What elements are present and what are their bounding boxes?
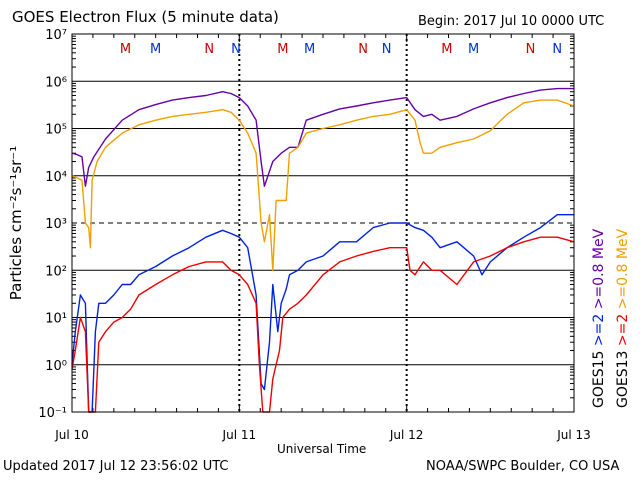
legend-text: >=0.8 MeV: [591, 228, 607, 313]
marker-n: N: [204, 42, 214, 57]
series-line-3: [71, 213, 574, 413]
y-tick-label: 10¹: [45, 312, 67, 327]
legend-goes13: GOES13 >=2 >=0.8 MeV: [615, 228, 631, 408]
y-tick-label: 10⁴: [45, 170, 67, 185]
marker-m: M: [441, 42, 452, 57]
marker-m: M: [120, 42, 131, 57]
marker-m: M: [304, 42, 315, 57]
legend-goes15: GOES15 >=2 >=0.8 MeV: [591, 228, 607, 408]
x-tick-label: Jul 13: [556, 428, 591, 442]
x-tick-label: Jul 11: [222, 428, 257, 442]
plot-frame: [71, 33, 575, 413]
legend-text: GOES15: [591, 351, 607, 408]
legend-text: >=0.8 MeV: [615, 228, 631, 313]
x-tick-label: Jul 10: [54, 428, 89, 442]
updated-timestamp: Updated 2017 Jul 12 23:56:02 UTC: [3, 459, 229, 474]
series-line-2: [71, 99, 575, 271]
credit-label: NOAA/SWPC Boulder, CO USA: [426, 459, 620, 474]
legend-text: >=2: [591, 314, 607, 351]
legend-text: >=2: [615, 314, 631, 351]
marker-n: N: [552, 42, 562, 57]
legend-text: GOES13: [615, 351, 631, 408]
y-tick-label: 10⁵: [45, 123, 67, 138]
marker-n: N: [526, 42, 536, 57]
y-tick-label: 10⁻¹: [38, 406, 67, 421]
marker-n: N: [358, 42, 368, 57]
y-tick-label: 10⁰: [45, 359, 67, 374]
series-line-4: [71, 236, 575, 413]
chart-title: GOES Electron Flux (5 minute data): [12, 8, 279, 26]
x-tick-label: Jul 12: [389, 428, 424, 442]
marker-m: M: [468, 42, 479, 57]
series-line-1: [71, 87, 574, 187]
begin-time-label: Begin: 2017 Jul 10 0000 UTC: [418, 14, 605, 29]
y-axis-label: Particles cm⁻²s⁻¹sr⁻¹: [7, 146, 25, 300]
y-tick-label: 10³: [45, 217, 67, 232]
y-tick-label: 10²: [45, 264, 67, 279]
marker-n: N: [231, 42, 241, 57]
marker-m: M: [277, 42, 288, 57]
marker-m: M: [150, 42, 161, 57]
y-tick-label: 10⁷: [45, 28, 67, 43]
x-axis-label: Universal Time: [277, 442, 367, 456]
y-tick-label: 10⁶: [45, 75, 67, 90]
marker-n: N: [382, 42, 392, 57]
